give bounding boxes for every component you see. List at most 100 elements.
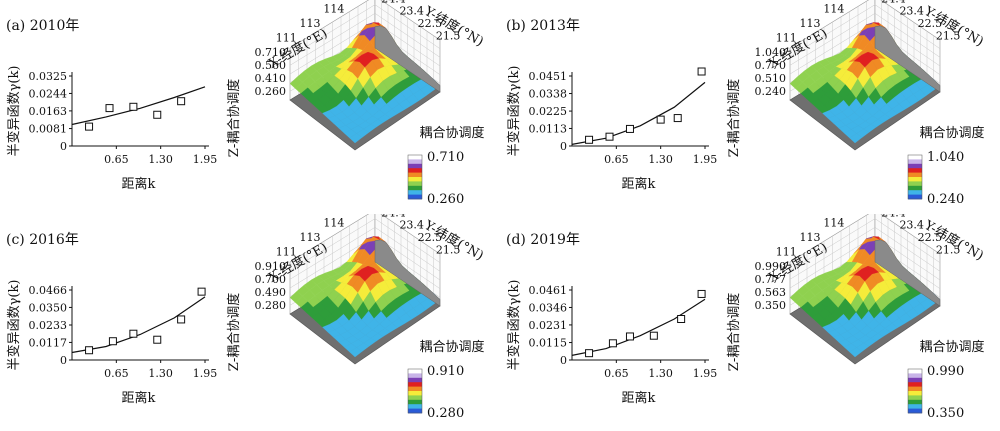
z-tick-label: 1.040: [755, 46, 787, 59]
y-tick-label: 21.5: [436, 29, 461, 42]
x-tick-label: 1.30: [148, 153, 173, 166]
legend-title: 耦合协调度: [919, 125, 984, 141]
z-tick-label: 0.410: [255, 72, 287, 85]
chart-panel-2019: (d) 2019年 0 0.0115 0.0231 0.0346 0.0461 0.65 1.…: [506, 202, 986, 421]
legend-color-step: [408, 395, 422, 401]
z-axis-label: Z-耦合协调度: [226, 79, 242, 157]
panel-2013: (b) 2013年 0 0.0113 0.0225 0.0338 0.0451 0.65 1.…: [500, 0, 1000, 213]
x-axis-label: 距离k: [622, 176, 656, 192]
y-tick-label: 0.0115: [529, 337, 568, 350]
x-tick-label: 0.65: [604, 367, 629, 380]
data-point: [697, 289, 706, 298]
z-tick-label: 0.770: [755, 59, 787, 72]
panel-label: (a) 2010年: [6, 18, 79, 34]
fit-curve: [571, 81, 706, 145]
z-tick-label: 0.563: [755, 286, 787, 299]
y-tick-label: 0.0338: [529, 88, 568, 101]
y-tick-label: 22.5: [418, 231, 443, 244]
z-tick-label: 0.240: [755, 85, 787, 98]
data-point: [105, 104, 114, 113]
data-point: [177, 315, 186, 324]
y-tick-label: 0: [60, 354, 67, 367]
legend-min-label: 0.260: [427, 192, 464, 207]
legend-frame: [907, 368, 923, 414]
y-tick-label: 0.0346: [529, 301, 568, 314]
legend-color-step: [408, 181, 422, 187]
data-point: [177, 97, 186, 106]
grid-line: [289, 235, 376, 289]
y-tick-label: 0.0117: [29, 336, 68, 349]
fit-curve: [71, 296, 206, 354]
legend-color-step: [408, 404, 422, 409]
grid-line: [874, 227, 941, 272]
legend-color-step: [908, 373, 922, 379]
x-tick-label: 1.30: [648, 153, 673, 166]
data-point: [153, 110, 162, 119]
legend-color-step: [408, 408, 422, 414]
x-tick-label: 114: [823, 2, 844, 15]
data-point: [608, 339, 617, 348]
grid-line: [874, 218, 941, 263]
y-axis-label: 半变异函数γ(k): [506, 66, 522, 157]
x-tick-label: 114: [323, 216, 344, 229]
y-axis-label: 半变异函数γ(k): [6, 280, 22, 371]
grid-line: [289, 218, 376, 271]
legend-color-step: [408, 155, 422, 160]
x-axis-label: 距离k: [622, 390, 656, 406]
legend-frame: [407, 368, 423, 414]
data-point: [197, 287, 206, 296]
legend-color-step: [908, 391, 922, 396]
legend-color-step: [908, 163, 922, 169]
legend-color-step: [408, 382, 422, 387]
z-tick-label: 0.260: [255, 85, 287, 98]
y-tick-label: 0: [60, 140, 67, 153]
surface-side-wall: [874, 239, 941, 307]
legend-color-step: [408, 399, 422, 405]
y-tick-label: 0.0113: [529, 122, 568, 135]
data-point: [129, 329, 138, 338]
x-tick-label: 1.30: [148, 367, 173, 380]
z-axis-label: Z-耦合协调度: [726, 293, 742, 371]
data-point: [649, 331, 658, 340]
chart-panel-2013: (b) 2013年 0 0.0113 0.0225 0.0338 0.0451 0.65 1.…: [506, 0, 986, 207]
y-tick-label: 0.0325: [29, 70, 68, 83]
x-tick-label: 116: [347, 0, 368, 1]
z-tick-label: 0.350: [755, 299, 787, 312]
legend-color-step: [408, 177, 422, 182]
x-tick-label: 116: [347, 214, 368, 215]
y-tick-label: 22.5: [918, 17, 943, 30]
panel-2019: (d) 2019年 0 0.0115 0.0231 0.0346 0.0461 0.65 1.…: [500, 202, 1000, 427]
legend-color-step: [908, 181, 922, 187]
x-tick-label: 114: [323, 2, 344, 15]
legend-color-step: [408, 159, 422, 165]
y-tick-label: 0.0466: [29, 284, 68, 297]
grid-line: [289, 4, 376, 57]
panel-label: (d) 2019年: [506, 232, 580, 248]
legend-color-step: [408, 391, 422, 396]
x-tick-label: 111: [276, 245, 297, 258]
z-tick-label: 0.280: [255, 299, 287, 312]
fit-curve: [71, 86, 206, 126]
x-tick-label: 113: [800, 231, 821, 244]
x-tick-label: 1.95: [193, 367, 218, 380]
legend-color-step: [408, 168, 422, 173]
z-tick-label: 0.990: [755, 260, 787, 273]
legend-max-label: 0.710: [427, 150, 464, 165]
y-axis-label: 半变异函数γ(k): [6, 66, 22, 157]
x-tick-label: 111: [276, 31, 297, 44]
x-tick-label: 113: [300, 17, 321, 30]
legend-color-step: [908, 404, 922, 409]
y-axis-label: 半变异函数γ(k): [506, 280, 522, 371]
y-tick-label: 24.4: [881, 0, 906, 5]
y-tick-label: 21.5: [436, 243, 461, 256]
panel-2016: (c) 2016年 0 0.0117 0.0233 0.0350 0.0466 0.65 1.…: [0, 202, 500, 427]
z-tick-label: 0.700: [255, 273, 287, 286]
grid-line: [289, 21, 376, 75]
data-point: [85, 122, 94, 131]
x-tick-label: 1.30: [648, 367, 673, 380]
z-axis-label: Z-耦合协调度: [226, 293, 242, 371]
grid-line: [789, 21, 876, 75]
y-tick-label: 0.0081: [29, 123, 68, 136]
y-tick-label: 23.4: [899, 219, 924, 232]
data-point: [677, 315, 686, 324]
